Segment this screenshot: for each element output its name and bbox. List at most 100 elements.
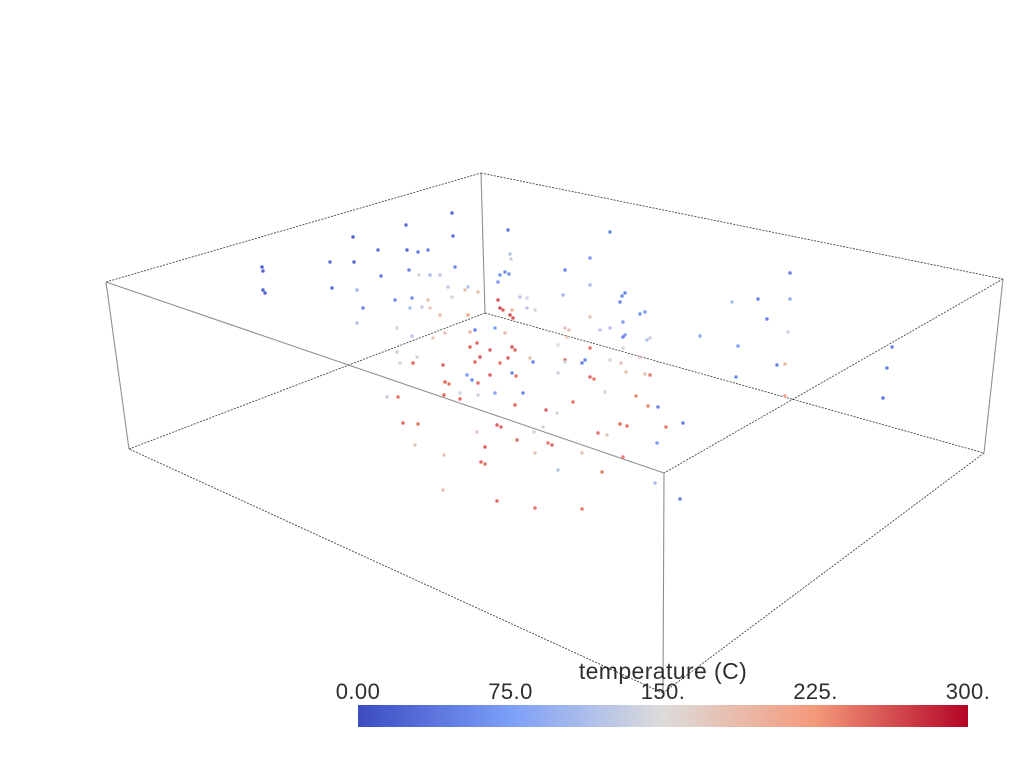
data-point (438, 273, 442, 277)
data-point (550, 443, 554, 447)
data-point (410, 296, 414, 300)
box-edge (105, 281, 130, 450)
data-point (405, 248, 409, 252)
data-point (463, 288, 467, 292)
data-point (488, 373, 492, 377)
data-point (385, 395, 389, 399)
data-point (413, 443, 417, 447)
data-point (618, 300, 622, 304)
data-point (510, 371, 514, 375)
data-point (415, 355, 419, 359)
data-point (656, 405, 660, 409)
data-point (556, 371, 560, 375)
data-point (473, 328, 477, 332)
data-point (503, 331, 507, 335)
data-point (506, 228, 510, 232)
data-point (451, 234, 455, 238)
data-point (478, 355, 482, 359)
data-point (734, 375, 738, 379)
colorbar[interactable]: temperature (C) 0.00 75.0 150. 225. 300. (336, 658, 990, 734)
data-point (458, 391, 462, 395)
data-point (376, 248, 380, 252)
box-edge (662, 472, 665, 694)
data-point (261, 269, 265, 273)
data-point (730, 300, 734, 304)
data-point (643, 372, 647, 376)
data-point (580, 361, 584, 365)
colorbar-tick-labels: 0.00 75.0 150. 225. 300. (336, 679, 990, 704)
data-point (621, 455, 625, 459)
data-point (475, 341, 479, 345)
data-point (398, 361, 402, 365)
data-point (580, 451, 584, 455)
data-point (544, 408, 548, 412)
data-point (493, 326, 497, 330)
data-point (623, 291, 627, 295)
data-point (361, 306, 365, 310)
data-point (588, 375, 592, 379)
data-point (498, 361, 502, 365)
data-point (563, 360, 567, 364)
data-point (583, 358, 587, 362)
data-point (619, 361, 623, 365)
data-point (532, 430, 536, 434)
data-point (555, 411, 559, 415)
data-point (698, 334, 702, 338)
data-point (881, 396, 885, 400)
box-edge (983, 278, 1004, 454)
data-point (588, 346, 592, 350)
data-point (503, 270, 507, 274)
data-point (556, 343, 560, 347)
data-point (736, 344, 740, 348)
data-point (351, 235, 355, 239)
data-point (638, 312, 642, 316)
data-point (465, 373, 469, 377)
data-point (447, 382, 451, 386)
data-point (567, 328, 571, 332)
data-point (588, 315, 592, 319)
data-point (588, 283, 592, 287)
data-point (541, 425, 545, 429)
data-point (646, 404, 650, 408)
data-point (596, 431, 600, 435)
data-point (428, 273, 432, 277)
data-point (443, 380, 447, 384)
data-point (475, 430, 479, 434)
data-point (624, 370, 628, 374)
colorbar-title: temperature (C) (578, 658, 748, 684)
data-point (648, 336, 652, 340)
data-point (470, 378, 474, 382)
data-point (450, 295, 454, 299)
data-point (407, 268, 411, 272)
data-point (518, 295, 522, 299)
data-point (395, 350, 399, 354)
data-point (263, 291, 267, 295)
data-point (416, 422, 420, 426)
data-point (395, 326, 399, 330)
data-point (525, 296, 529, 300)
data-point (428, 306, 432, 310)
data-point (473, 360, 477, 364)
data-point (408, 306, 412, 310)
data-point (511, 316, 515, 320)
data-point (510, 308, 514, 312)
data-point (442, 453, 446, 457)
data-point (788, 297, 792, 301)
data-point (441, 363, 445, 367)
data-point (515, 438, 519, 442)
data-point (417, 273, 421, 277)
data-point (556, 468, 560, 472)
data-point (634, 394, 638, 398)
data-point (621, 335, 625, 339)
data-point (546, 441, 550, 445)
data-point (468, 345, 472, 349)
data-point (625, 424, 629, 428)
data-point (466, 313, 470, 317)
data-point (260, 265, 264, 269)
data-point (510, 345, 514, 349)
data-point (483, 462, 487, 466)
data-point (788, 271, 792, 275)
data-point (678, 497, 682, 501)
